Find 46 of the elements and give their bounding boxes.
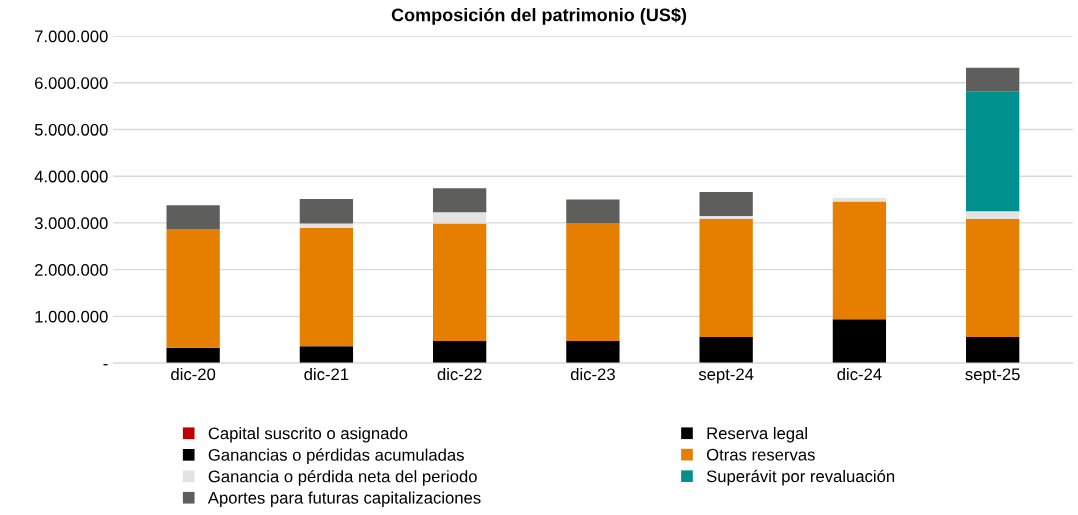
x-tick-label: dic-22 bbox=[437, 367, 482, 381]
y-tick-label: 4.000.000 bbox=[34, 170, 108, 183]
y-tick-label: 7.000.000 bbox=[35, 30, 108, 43]
legend-label: Capital suscrito o asignado bbox=[208, 427, 408, 443]
bar bbox=[966, 218, 1020, 337]
y-tick-label: 3.000.000 bbox=[34, 217, 108, 230]
bar bbox=[166, 347, 220, 364]
x-tick-label: dic-21 bbox=[304, 367, 349, 381]
y-tick-label: 1.000.000 bbox=[35, 310, 108, 323]
bar bbox=[832, 201, 887, 320]
legend-label: Otras reservas bbox=[706, 448, 815, 461]
legend-label: Ganancia o pérdida neta del periodo bbox=[208, 469, 477, 486]
bar bbox=[699, 215, 753, 219]
bar bbox=[433, 188, 487, 213]
bar bbox=[699, 218, 753, 337]
y-tick-label: 2.000.000 bbox=[35, 264, 108, 276]
bar bbox=[699, 192, 753, 216]
legend-label: Superávit por revaluación bbox=[706, 469, 895, 486]
bar bbox=[966, 67, 1020, 92]
bar bbox=[166, 205, 220, 229]
bar bbox=[433, 223, 487, 342]
bar bbox=[166, 228, 220, 348]
legend-label: Ganancias o pérdidas acumuladas bbox=[208, 448, 464, 465]
bar bbox=[966, 91, 1020, 212]
x-tick-label: dic-24 bbox=[837, 367, 882, 381]
legend-label: Aportes para futuras capitalizaciones bbox=[207, 491, 481, 508]
bar bbox=[699, 336, 753, 364]
bar bbox=[433, 341, 487, 364]
bar bbox=[566, 199, 620, 224]
y-tick-label: 6.000.000 bbox=[35, 77, 108, 89]
bar bbox=[966, 336, 1020, 364]
bar bbox=[299, 199, 354, 224]
x-tick-label: dic-20 bbox=[171, 367, 216, 381]
y-tick-label: - bbox=[103, 364, 108, 366]
x-tick-label: sept-25 bbox=[965, 368, 1020, 384]
bar bbox=[566, 341, 620, 364]
chart-title: Composición del patrimonio (US$) bbox=[391, 7, 687, 25]
y-tick-label: 5.000.000 bbox=[34, 123, 108, 136]
legend-label: Reserva legal bbox=[707, 427, 807, 443]
bar bbox=[299, 228, 354, 347]
x-tick-label: dic-23 bbox=[570, 367, 615, 381]
bar bbox=[299, 346, 354, 364]
bar bbox=[832, 319, 887, 364]
x-tick-label: sept-24 bbox=[698, 368, 754, 384]
bar bbox=[966, 211, 1020, 219]
bar bbox=[566, 223, 620, 342]
